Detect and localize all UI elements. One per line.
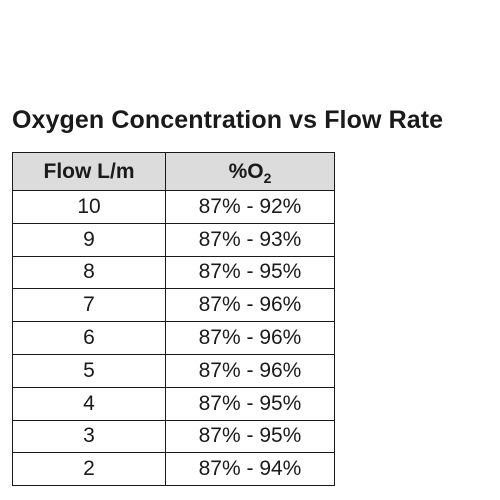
table-row: 6 87% - 96% — [12, 321, 335, 355]
header-o2: %O2 — [165, 152, 335, 191]
o2-cell: 87% - 96% — [165, 288, 335, 323]
table-header-row: Flow L/m %O2 — [12, 152, 335, 191]
o2-cell: 87% - 95% — [165, 419, 335, 454]
table-row: 9 87% - 93% — [12, 222, 335, 257]
table-row: 7 87% - 96% — [12, 288, 335, 323]
flow-cell: 7 — [12, 288, 166, 323]
table-row: 5 87% - 96% — [12, 353, 335, 388]
flow-cell: 8 — [12, 255, 166, 290]
o2-cell: 87% - 94% — [165, 452, 335, 487]
oxygen-flow-table: Flow L/m %O2 10 87% - 92% 9 87% - 93% 8 … — [12, 152, 335, 487]
flow-cell: 2 — [12, 452, 166, 487]
page-title: Oxygen Concentration vs Flow Rate — [12, 106, 444, 134]
o2-cell: 87% - 95% — [165, 255, 335, 290]
o2-cell: 87% - 93% — [165, 222, 335, 257]
table-row: 2 87% - 94% — [12, 452, 335, 487]
flow-cell: 6 — [12, 321, 166, 355]
o2-cell: 87% - 96% — [165, 353, 335, 388]
flow-cell: 5 — [12, 353, 166, 388]
o2-cell: 87% - 96% — [165, 321, 335, 355]
header-flow: Flow L/m — [12, 152, 166, 191]
header-o2-prefix: %O — [228, 159, 264, 183]
table-row: 10 87% - 92% — [12, 190, 335, 224]
o2-cell: 87% - 95% — [165, 386, 335, 421]
flow-cell: 9 — [12, 222, 166, 257]
table-row: 8 87% - 95% — [12, 255, 335, 290]
table-row: 4 87% - 95% — [12, 386, 335, 421]
o2-cell: 87% - 92% — [165, 190, 335, 224]
flow-cell: 4 — [12, 386, 166, 421]
flow-cell: 10 — [12, 190, 166, 224]
header-o2-subscript: 2 — [263, 169, 272, 186]
flow-cell: 3 — [12, 419, 166, 454]
table-row: 3 87% - 95% — [12, 419, 335, 454]
